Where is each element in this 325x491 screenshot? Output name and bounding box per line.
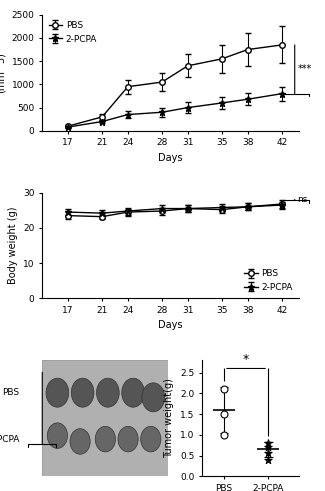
Y-axis label: Tumor weight(g): Tumor weight(g) [164, 378, 174, 458]
Ellipse shape [70, 429, 90, 454]
Ellipse shape [142, 383, 165, 412]
Point [221, 385, 227, 393]
X-axis label: Days: Days [158, 153, 183, 163]
Text: ns: ns [297, 195, 308, 204]
Ellipse shape [95, 426, 115, 452]
Point [266, 439, 271, 447]
Point [221, 410, 227, 418]
Y-axis label: Tumor volume
(mm^3): Tumor volume (mm^3) [0, 38, 6, 108]
Point [221, 431, 227, 439]
Text: PBS: PBS [2, 388, 19, 397]
Text: ***: *** [297, 64, 312, 74]
Ellipse shape [118, 426, 138, 452]
Legend: PBS, 2-PCPA: PBS, 2-PCPA [242, 268, 294, 294]
X-axis label: Days: Days [158, 321, 183, 330]
Ellipse shape [141, 426, 161, 452]
Point [266, 456, 271, 464]
Text: *: * [243, 354, 249, 366]
Ellipse shape [71, 378, 94, 407]
Point [266, 443, 271, 451]
Ellipse shape [97, 378, 119, 407]
Y-axis label: Body weight (g): Body weight (g) [7, 207, 18, 284]
Ellipse shape [47, 423, 68, 448]
Point [266, 450, 271, 458]
Legend: PBS, 2-PCPA: PBS, 2-PCPA [47, 19, 99, 45]
Text: 2-PCPA: 2-PCPA [0, 435, 20, 444]
Ellipse shape [122, 378, 145, 407]
Ellipse shape [46, 378, 69, 407]
